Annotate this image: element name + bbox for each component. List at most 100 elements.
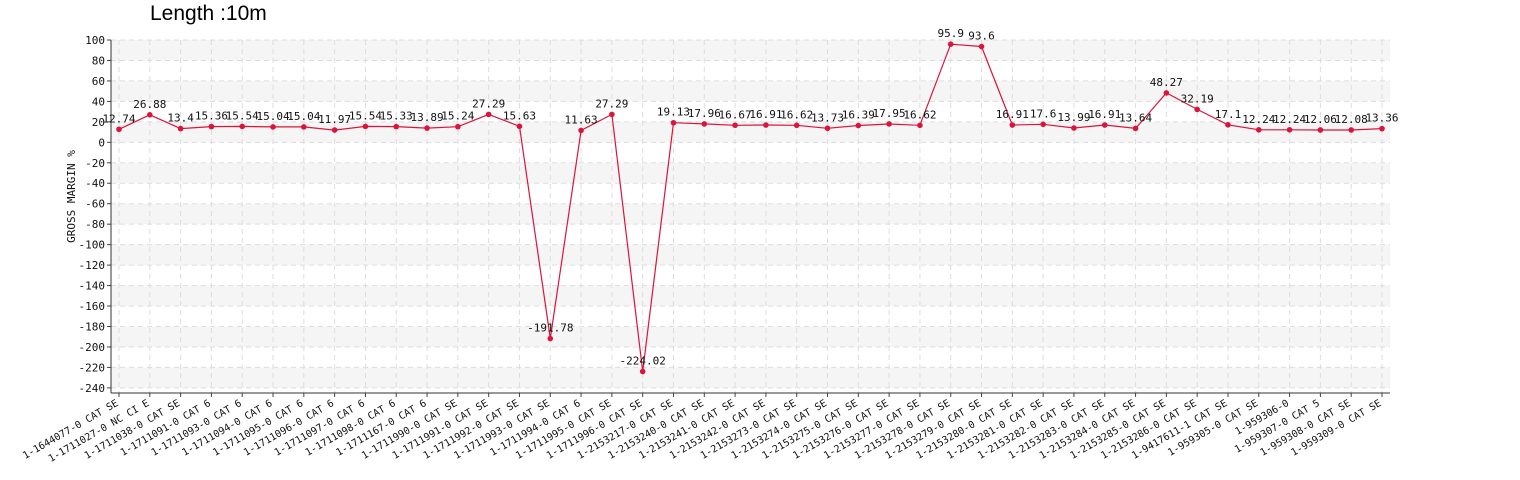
y-tick-label: -40 [85, 177, 105, 190]
data-label: 17.1 [1215, 108, 1242, 121]
data-label: 13.36 [1365, 112, 1398, 125]
data-label: 32.19 [1181, 92, 1214, 105]
y-tick-label: -160 [79, 300, 106, 313]
data-point [886, 121, 892, 127]
y-tick-label: 40 [92, 95, 105, 108]
data-points [116, 41, 1385, 375]
data-point [301, 124, 307, 130]
data-point [516, 123, 523, 130]
y-axis-title: GROSS MARGIN % [65, 150, 78, 243]
grid-band [111, 80, 1390, 102]
series-polyline [118, 43, 1383, 372]
data-label: 13.64 [1119, 111, 1152, 124]
y-tick-label: 20 [92, 116, 105, 129]
grid-band [111, 244, 1390, 266]
data-label: 12.24 [1273, 113, 1306, 126]
data-label: 11.63 [565, 113, 598, 126]
data-label: 13.73 [811, 111, 844, 124]
data-label: 15.63 [503, 109, 536, 122]
data-point [1348, 127, 1354, 133]
data-label: 27.29 [595, 97, 628, 110]
data-point [177, 125, 184, 132]
data-label: 19.13 [657, 106, 690, 119]
data-label: 13.4 [167, 112, 194, 125]
data-label: 15.04 [287, 110, 320, 123]
data-label: 15.36 [195, 110, 228, 123]
series-line [118, 43, 1383, 372]
data-label: -224.02 [620, 355, 666, 368]
y-tick-label: -120 [79, 259, 106, 272]
grid-band [111, 326, 1390, 347]
data-point [701, 121, 708, 127]
y-tick-label: -100 [79, 239, 106, 252]
data-point [208, 123, 215, 130]
x-axis: 1-1644077-0 CAT SE1-1711027-0 NC CI E1-1… [21, 392, 1390, 465]
data-point [147, 112, 153, 118]
data-point [1286, 126, 1293, 133]
data-label: 17.6 [1030, 107, 1057, 120]
data-point [547, 335, 554, 342]
data-point [1379, 125, 1385, 132]
data-point [670, 119, 677, 126]
y-tick-label: 100 [85, 34, 105, 47]
data-label: 16.62 [903, 108, 936, 121]
grid-band [111, 203, 1390, 225]
data-point [824, 125, 831, 132]
data-label: 26.88 [133, 98, 166, 111]
y-tick-label: -200 [79, 341, 106, 354]
data-label: 93.6 [968, 30, 995, 43]
data-label: 16.91 [1088, 108, 1121, 121]
data-label: 15.04 [256, 110, 289, 123]
data-point [855, 122, 862, 129]
data-label: 27.29 [472, 97, 505, 110]
data-label: 13.99 [1057, 111, 1090, 124]
data-label: 16.39 [842, 109, 875, 122]
grid-band [111, 162, 1390, 184]
data-point [639, 368, 646, 375]
data-point [270, 124, 276, 130]
data-label: 15.54 [226, 109, 259, 122]
data-label: 15.54 [349, 109, 382, 122]
data-point [609, 111, 615, 118]
y-tick-label: -80 [85, 218, 105, 231]
data-point [362, 123, 369, 130]
y-tick-label: 0 [98, 136, 105, 149]
data-label: 11.97 [318, 113, 351, 126]
data-point [1317, 127, 1324, 133]
y-tick-label: -180 [79, 320, 106, 333]
y-tick-label: 80 [92, 54, 105, 67]
y-tick-label: 60 [92, 75, 105, 88]
plot-bands [111, 40, 1390, 388]
data-label: 12.06 [1304, 113, 1337, 126]
data-point [1225, 122, 1231, 128]
data-label: 17.95 [873, 107, 906, 120]
data-point [1101, 122, 1108, 128]
data-point [978, 43, 985, 50]
data-point [947, 41, 954, 47]
data-label: 12.24 [1242, 113, 1275, 126]
data-label: 16.91 [749, 108, 782, 121]
y-axis: 100 80 60 40 20 0 -20 -40 -60 -80 -100 -120 -140 -160… [79, 34, 112, 395]
data-point [1163, 90, 1170, 96]
data-point [793, 122, 800, 129]
data-label: 16.62 [780, 108, 813, 121]
data-point [1194, 106, 1200, 113]
data-label: 13.89 [410, 111, 443, 124]
data-label: 16.91 [996, 108, 1029, 121]
y-tick-label: -140 [79, 280, 106, 293]
data-label: -191.78 [527, 322, 573, 335]
y-tick-label: -220 [79, 361, 106, 374]
data-point [1040, 121, 1046, 128]
grid-band [111, 285, 1390, 307]
data-point [455, 123, 461, 130]
chart-title: Length :10m [150, 2, 267, 25]
gridlines [111, 39, 1390, 393]
data-point [331, 127, 338, 133]
data-point [239, 123, 246, 130]
data-point [1255, 126, 1262, 133]
data-label: 48.27 [1150, 76, 1183, 89]
data-point [485, 111, 492, 118]
data-point [1071, 125, 1077, 131]
y-tick-label: -20 [85, 157, 105, 170]
